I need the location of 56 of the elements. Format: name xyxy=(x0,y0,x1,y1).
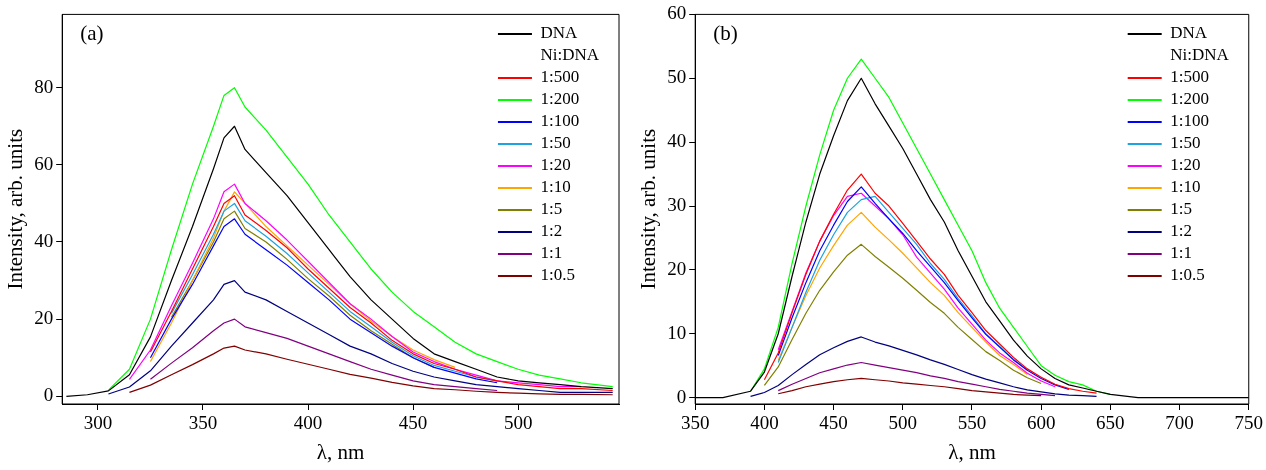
legend-label: 1:20 xyxy=(540,155,571,175)
x-tick-label: 450 xyxy=(819,412,848,434)
legend-label: 1:100 xyxy=(540,111,580,131)
y-tick-label: 60 xyxy=(34,152,54,174)
legend-label: 1:5 xyxy=(1170,199,1192,219)
legend-label: 1:200 xyxy=(1170,89,1209,109)
legend-label: 1:500 xyxy=(540,67,580,87)
x-tick-label: 450 xyxy=(398,412,428,434)
x-axis-title: λ, nm xyxy=(316,439,365,464)
y-tick-label: 30 xyxy=(667,193,687,215)
y-tick-label: 0 xyxy=(676,385,687,407)
legend-label: 1:0.5 xyxy=(540,265,575,285)
legend-label: 1:200 xyxy=(540,89,580,109)
y-tick-label: 20 xyxy=(34,307,54,329)
x-tick-label: 500 xyxy=(503,412,533,434)
chart-title: (a) xyxy=(80,21,104,46)
x-tick-label: 750 xyxy=(1234,412,1263,434)
y-tick-label: 60 xyxy=(667,2,687,24)
y-axis-title: Intensity, arb. units xyxy=(3,128,28,290)
x-tick-label: 650 xyxy=(1096,412,1125,434)
x-tick-label: 350 xyxy=(680,412,710,434)
y-tick-label: 40 xyxy=(667,130,687,152)
x-tick-label: 500 xyxy=(888,412,918,434)
legend-label: 1:1 xyxy=(1170,243,1192,263)
legend-label: 1:1 xyxy=(540,243,563,263)
legend-label: 1:50 xyxy=(540,133,571,153)
x-axis-title: λ, nm xyxy=(948,439,996,464)
legend-title: Ni:DNA xyxy=(1170,45,1230,65)
legend-title: Ni:DNA xyxy=(540,45,600,65)
legend-label: 1:100 xyxy=(1170,111,1209,131)
y-tick-label: 0 xyxy=(43,384,54,406)
x-tick-label: 400 xyxy=(750,412,779,434)
legend-label: 1:10 xyxy=(1170,177,1201,197)
legend-label: 1:10 xyxy=(540,177,571,197)
x-tick-label: 700 xyxy=(1165,412,1194,434)
y-tick-label: 20 xyxy=(667,257,687,279)
y-tick-label: 80 xyxy=(34,75,54,97)
chart-title: (b) xyxy=(713,21,738,46)
x-tick-label: 300 xyxy=(83,412,113,434)
y-tick-label: 40 xyxy=(34,229,54,251)
legend-label: 1:5 xyxy=(540,199,563,219)
legend-label: 1:50 xyxy=(1170,133,1201,153)
legend-label: DNA xyxy=(540,23,578,43)
x-tick-label: 550 xyxy=(957,412,987,434)
legend-label: 1:2 xyxy=(1170,221,1192,241)
legend-label: DNA xyxy=(1170,23,1208,43)
x-tick-label: 350 xyxy=(188,412,218,434)
x-tick-label: 400 xyxy=(293,412,323,434)
y-tick-label: 50 xyxy=(667,66,687,88)
legend-label: 1:2 xyxy=(540,221,563,241)
y-tick-label: 10 xyxy=(667,321,687,343)
y-axis-title: Intensity, arb. units xyxy=(636,128,661,290)
legend-label: 1:0.5 xyxy=(1170,265,1205,285)
legend-label: 1:20 xyxy=(1170,155,1201,175)
legend-label: 1:500 xyxy=(1170,67,1209,87)
x-tick-label: 600 xyxy=(1026,412,1056,434)
